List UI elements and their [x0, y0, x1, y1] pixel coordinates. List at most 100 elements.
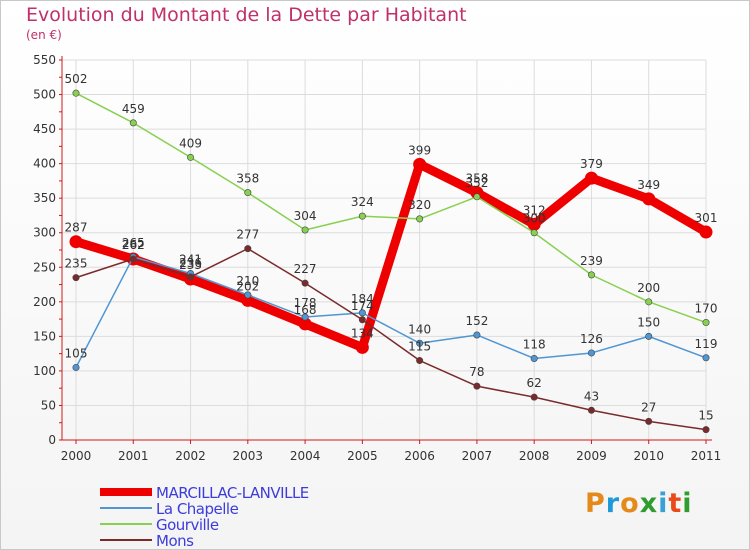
y-tick-label: 400	[33, 157, 56, 171]
y-tick-label: 250	[33, 260, 56, 274]
data-point-mons	[244, 245, 252, 253]
data-label-mons: 15	[698, 409, 713, 423]
x-tick-label: 2002	[175, 449, 206, 463]
data-label-gourville: 409	[179, 136, 202, 150]
y-tick-label: 550	[33, 53, 56, 67]
data-point-la-chapelle	[645, 332, 653, 340]
data-point-marcillac-lanville	[527, 217, 541, 231]
data-label-la-chapelle: 140	[408, 322, 431, 336]
data-label-mons: 236	[179, 256, 202, 270]
data-label-marcillac-lanville: 202	[236, 279, 259, 293]
chart-title: Evolution du Montant de la Dette par Hab…	[26, 4, 467, 26]
data-point-gourville	[645, 298, 653, 306]
series-line-mons	[75, 247, 707, 431]
data-label-marcillac-lanville: 262	[122, 238, 145, 252]
data-label-gourville: 170	[695, 302, 718, 316]
data-label-mons: 277	[236, 228, 259, 242]
data-label-mons: 78	[469, 365, 484, 379]
data-point-mons	[530, 393, 538, 401]
data-point-gourville	[244, 189, 252, 197]
data-label-marcillac-lanville: 134	[351, 326, 374, 340]
data-label-mons: 62	[527, 376, 542, 390]
data-label-gourville: 200	[637, 281, 660, 295]
data-point-mons	[187, 273, 195, 281]
data-label-gourville: 352	[465, 176, 488, 190]
data-label-gourville: 300	[523, 212, 546, 226]
series-line-gourville	[75, 92, 707, 324]
data-label-gourville: 459	[122, 102, 145, 116]
x-tick-label: 2005	[347, 449, 378, 463]
y-tick-label: 450	[33, 122, 56, 136]
y-tick-label: 50	[41, 398, 56, 412]
logo-letter: r	[605, 488, 621, 519]
data-label-la-chapelle: 241	[179, 252, 202, 266]
x-tick-label: 2010	[633, 449, 664, 463]
data-point-marcillac-lanville	[355, 340, 369, 354]
data-label-mons: 43	[584, 389, 599, 403]
logo-letter: o	[620, 488, 640, 519]
data-label-marcillac-lanville: 301	[695, 211, 718, 225]
logo-letter: x	[639, 488, 659, 519]
data-label-gourville: 358	[236, 172, 259, 186]
data-point-marcillac-lanville	[584, 171, 598, 185]
x-tick-label: 2000	[61, 449, 92, 463]
data-point-mons	[301, 279, 309, 287]
x-tick-label: 2009	[576, 449, 607, 463]
legend-label-marcillac: MARCILLAC-LANVILLE	[156, 484, 309, 502]
data-label-mons: 262	[122, 238, 145, 252]
data-point-mons	[129, 255, 137, 263]
data-label-marcillac-lanville: 312	[523, 203, 546, 217]
data-label-gourville: 324	[351, 195, 374, 209]
data-point-gourville	[530, 229, 538, 237]
data-point-gourville	[416, 215, 424, 223]
logo-letter: i	[682, 488, 693, 519]
logo-letter: i	[658, 488, 669, 519]
data-point-la-chapelle	[301, 313, 309, 321]
legend-label-gourville: Gourville	[156, 516, 219, 534]
legend-swatch-la-chapelle	[100, 507, 152, 509]
logo-letter: P	[585, 488, 606, 519]
y-tick-label: 200	[33, 295, 56, 309]
x-tick-label: 2006	[404, 449, 435, 463]
data-label-la-chapelle: 126	[580, 332, 603, 346]
data-label-la-chapelle: 119	[695, 337, 718, 351]
data-point-mons	[587, 406, 595, 414]
proxiti-logo: Proxiti	[585, 488, 693, 519]
data-label-mons: 115	[408, 340, 431, 354]
y-tick-label: 350	[33, 191, 56, 205]
data-label-marcillac-lanville: 379	[580, 157, 603, 171]
data-label-marcillac-lanville: 287	[65, 221, 88, 235]
line-chart: 0 50 100 150 200 250 300 350 400 450 500 550 2000 200…	[33, 53, 721, 463]
data-point-la-chapelle	[358, 309, 366, 317]
series-line-marcillac-lanville	[71, 159, 711, 352]
data-label-mons: 235	[65, 257, 88, 271]
data-label-la-chapelle: 105	[65, 346, 88, 360]
data-label-mons: 227	[294, 262, 317, 276]
data-point-gourville	[358, 212, 366, 220]
x-tick-label: 2004	[290, 449, 321, 463]
data-point-marcillac-lanville	[699, 225, 713, 239]
data-point-gourville	[473, 193, 481, 201]
data-label-marcillac-lanville: 349	[637, 178, 660, 192]
data-point-marcillac-lanville	[413, 157, 427, 171]
data-point-mons	[645, 417, 653, 425]
data-label-gourville: 320	[408, 198, 431, 212]
legend-label-mons: Mons	[156, 532, 194, 550]
data-label-mons: 27	[641, 400, 656, 414]
data-label-marcillac-lanville: 168	[294, 303, 317, 317]
data-point-la-chapelle	[587, 349, 595, 357]
y-tick-label: 300	[33, 226, 56, 240]
legend-swatch-marcillac	[100, 488, 152, 496]
logo-letter: t	[668, 488, 683, 519]
data-point-la-chapelle	[530, 354, 538, 362]
data-point-gourville	[187, 153, 195, 161]
x-tick-label: 2003	[233, 449, 264, 463]
data-label-gourville: 304	[294, 209, 317, 223]
data-label-la-chapelle: 265	[122, 236, 145, 250]
data-label-la-chapelle: 152	[465, 314, 488, 328]
series-line-la-chapelle	[75, 256, 707, 369]
data-point-marcillac-lanville	[241, 293, 255, 307]
data-point-gourville	[301, 226, 309, 234]
data-label-la-chapelle: 210	[236, 274, 259, 288]
data-label-marcillac-lanville: 399	[408, 143, 431, 157]
